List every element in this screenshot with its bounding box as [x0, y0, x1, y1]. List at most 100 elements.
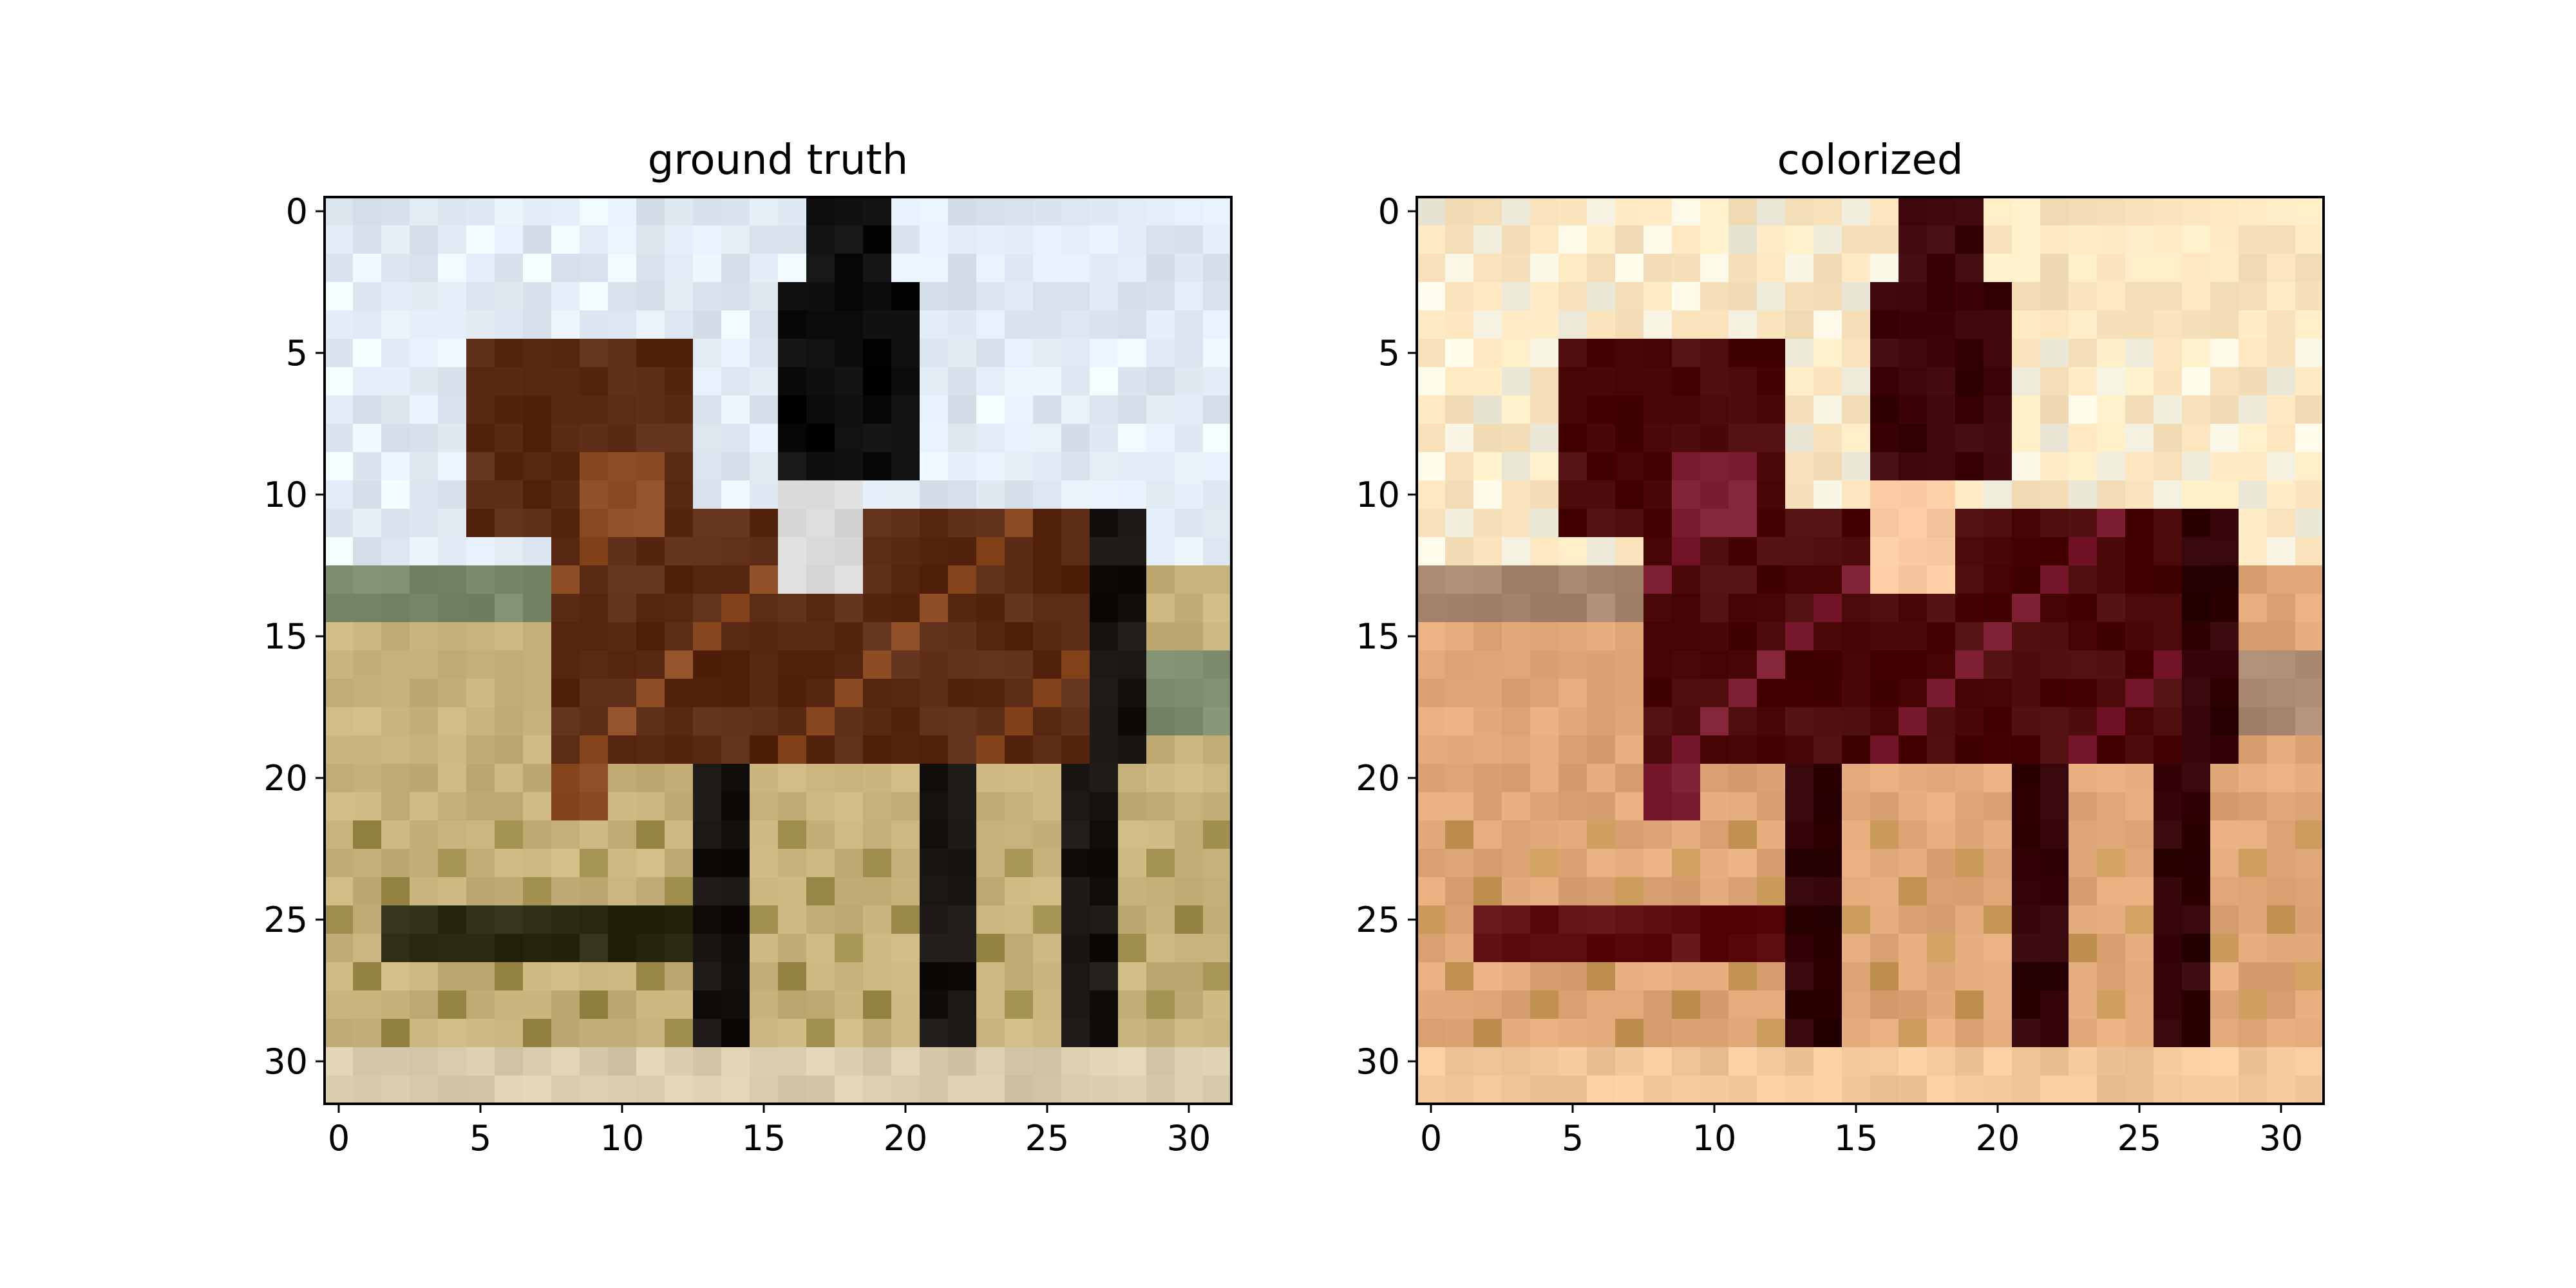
image-pixel: [891, 395, 920, 424]
image-pixel: [1728, 509, 1757, 538]
image-pixel: [920, 1047, 949, 1076]
image-pixel: [1118, 1075, 1147, 1104]
image-pixel: [891, 424, 920, 453]
image-pixel: [438, 537, 467, 566]
image-pixel: [1672, 934, 1701, 963]
image-pixel: [1643, 367, 1672, 396]
image-pixel: [1814, 424, 1842, 453]
image-pixel: [1005, 905, 1034, 934]
image-pixel: [2182, 395, 2211, 424]
image-pixel: [1955, 339, 1984, 368]
image-pixel: [806, 962, 835, 991]
image-pixel: [2069, 934, 2098, 963]
image-pixel: [976, 764, 1005, 793]
image-pixel: [863, 282, 892, 311]
image-pixel: [1033, 792, 1062, 821]
image-pixel: [2154, 594, 2183, 623]
image-pixel: [325, 650, 354, 679]
image-pixel: [1445, 310, 1474, 339]
image-pixel: [2069, 962, 2098, 991]
image-pixel: [750, 764, 779, 793]
image-pixel: [438, 339, 467, 368]
image-pixel: [1700, 254, 1729, 283]
image-pixel: [551, 820, 580, 849]
image-pixel: [1757, 310, 1786, 339]
image-pixel: [750, 537, 779, 566]
image-pixel: [1984, 990, 2012, 1019]
image-pixel: [1005, 707, 1034, 736]
image-pixel: [1700, 395, 1729, 424]
image-pixel: [2040, 339, 2069, 368]
image-pixel: [1842, 792, 1871, 821]
image-pixel: [1757, 792, 1786, 821]
image-pixel: [2012, 707, 2041, 736]
image-pixel: [2295, 764, 2324, 793]
image-pixel: [1146, 792, 1175, 821]
image-pixel: [2040, 679, 2069, 708]
image-pixel: [636, 197, 665, 226]
image-pixel: [2182, 849, 2211, 878]
image-pixel: [778, 735, 807, 764]
image-pixel: [778, 367, 807, 396]
image-pixel: [2040, 820, 2069, 849]
image-pixel: [1643, 282, 1672, 311]
image-pixel: [1615, 849, 1644, 878]
image-pixel: [693, 197, 722, 226]
image-pixel: [1473, 424, 1502, 453]
image-pixel: [693, 820, 722, 849]
image-pixel: [2069, 339, 2098, 368]
image-pixel: [806, 395, 835, 424]
image-pixel: [1615, 424, 1644, 453]
image-pixel: [1587, 1019, 1616, 1048]
image-pixel: [551, 735, 580, 764]
image-pixel: [1445, 962, 1474, 991]
image-pixel: [806, 1047, 835, 1076]
image-pixel: [1502, 622, 1531, 651]
image-pixel: [580, 310, 609, 339]
image-pixel: [863, 565, 892, 594]
image-pixel: [1870, 849, 1899, 878]
image-pixel: [806, 424, 835, 453]
image-pixel: [1728, 764, 1757, 793]
image-pixel: [1033, 1019, 1062, 1048]
image-pixel: [1643, 764, 1672, 793]
image-pixel: [1530, 1019, 1559, 1048]
image-pixel: [1118, 962, 1147, 991]
image-pixel: [1842, 820, 1871, 849]
image-pixel: [948, 509, 977, 538]
image-pixel: [1175, 764, 1204, 793]
image-pixel: [750, 707, 779, 736]
image-pixel: [1728, 537, 1757, 566]
image-pixel: [1899, 537, 1927, 566]
image-pixel: [636, 367, 665, 396]
image-pixel: [750, 962, 779, 991]
image-pixel: [1757, 820, 1786, 849]
image-pixel: [1842, 197, 1871, 226]
image-pixel: [1473, 254, 1502, 283]
image-pixel: [1445, 650, 1474, 679]
image-pixel: [1502, 735, 1531, 764]
image-pixel: [2097, 225, 2126, 254]
image-pixel: [2267, 395, 2296, 424]
image-pixel: [1587, 905, 1616, 934]
image-pixel: [1061, 622, 1090, 651]
image-pixel: [1118, 650, 1147, 679]
image-pixel: [1005, 310, 1034, 339]
image-pixel: [2295, 339, 2324, 368]
image-pixel: [608, 990, 637, 1019]
image-pixel: [438, 905, 467, 934]
image-pixel: [2097, 735, 2126, 764]
image-pixel: [438, 424, 467, 453]
image-pixel: [2210, 594, 2239, 623]
image-pixel: [1955, 225, 1984, 254]
image-pixel: [2097, 622, 2126, 651]
image-pixel: [2040, 509, 2069, 538]
image-pixel: [1615, 197, 1644, 226]
image-pixel: [693, 849, 722, 878]
image-pixel: [1203, 339, 1232, 368]
image-pixel: [806, 594, 835, 623]
image-pixel: [750, 1047, 779, 1076]
image-pixel: [2239, 1047, 2268, 1076]
image-pixel: [2012, 905, 2041, 934]
image-pixel: [1445, 792, 1474, 821]
